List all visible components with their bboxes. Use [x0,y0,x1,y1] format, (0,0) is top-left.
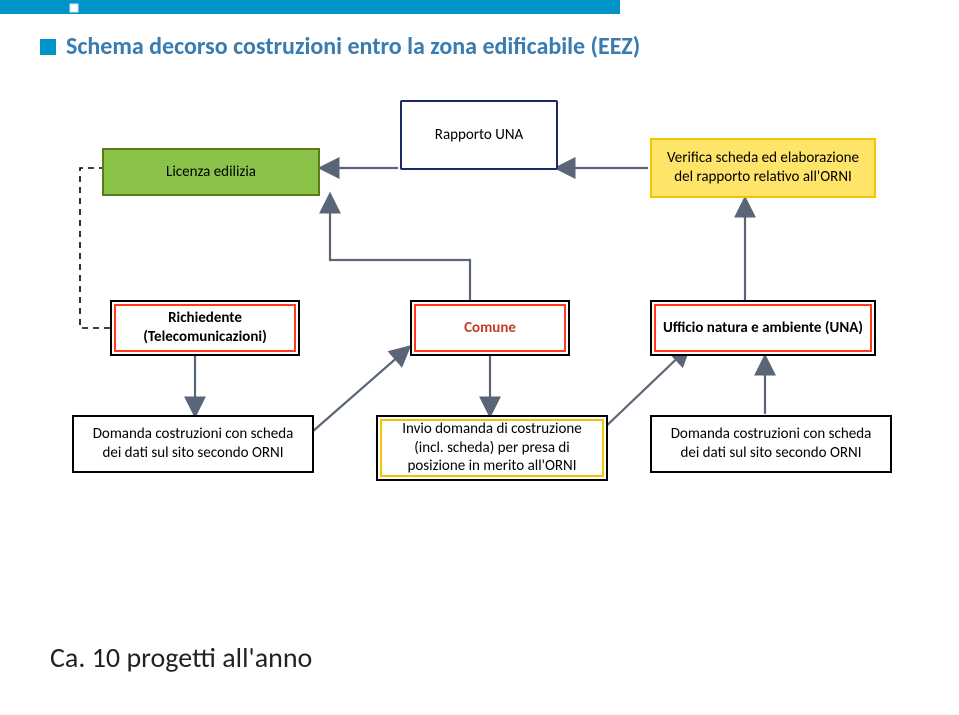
accent-bar [0,0,620,14]
actor-richiedente: Richiedente (Telecomunicazioni) [110,300,300,356]
node-invio: Invio domanda di costruzione (incl. sche… [376,415,608,481]
actor-comune-label: Comune [464,319,516,338]
node-domanda-left: Domanda costruzioni con scheda dei dati … [72,415,314,473]
node-rapporto-label: Rapporto UNA [435,126,523,145]
node-licenza: Licenza edilizia [102,148,320,196]
page-title: Schema decorso costruzioni entro la zona… [66,32,640,61]
node-invio-label: Invio domanda di costruzione (incl. sche… [386,420,598,476]
title-row: Schema decorso costruzioni entro la zona… [40,32,640,61]
node-rapporto-una: Rapporto UNA [400,100,558,170]
node-verifica: Verifica scheda ed elaborazione del rapp… [650,138,876,198]
node-licenza-label: Licenza edilizia [166,163,256,182]
node-verifica-label: Verifica scheda ed elaborazione del rapp… [660,149,866,187]
actor-una-label: Ufficio natura e ambiente (UNA) [663,319,863,338]
actor-richiedente-label: Richiedente (Telecomunicazioni) [120,309,290,347]
node-domanda-right-label: Domanda costruzioni con scheda dei dati … [660,425,882,463]
title-bullet-icon [40,39,56,55]
actor-comune: Comune [410,300,570,356]
node-domanda-right: Domanda costruzioni con scheda dei dati … [650,415,892,473]
footer-note: Ca. 10 progetti all'anno [50,641,312,675]
actor-una: Ufficio natura e ambiente (UNA) [650,300,876,356]
node-domanda-left-label: Domanda costruzioni con scheda dei dati … [82,425,304,463]
